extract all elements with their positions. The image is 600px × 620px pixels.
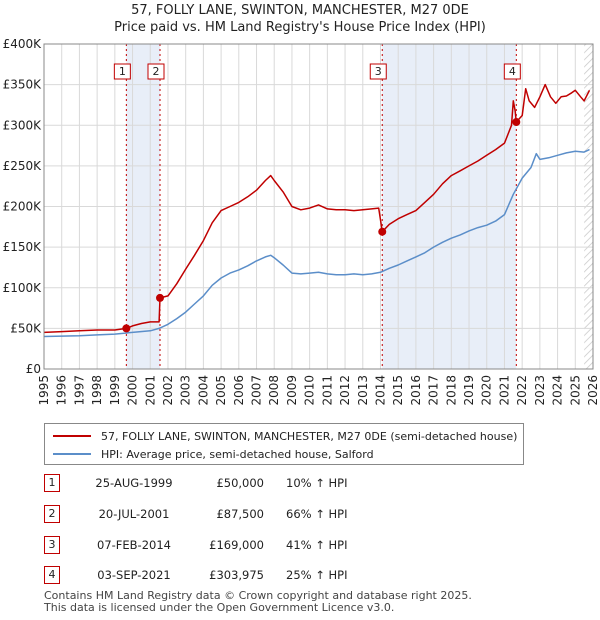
x-tick-label: 2006 [232, 375, 246, 406]
x-tick-label: 1999 [108, 375, 122, 406]
transaction-date: 20-JUL-2001 [98, 507, 170, 521]
x-tick-label: 2010 [303, 375, 317, 406]
transaction-price: £303,975 [209, 568, 264, 582]
x-tick-label: 2013 [356, 375, 370, 406]
sale-marker-number: 2 [152, 65, 159, 78]
transaction-hpi-change: 25% ↑ HPI [286, 568, 348, 582]
footer-line-copyright: Contains HM Land Registry data © Crown c… [44, 589, 472, 602]
x-tick-label: 2023 [533, 375, 547, 406]
sale-marker-box [369, 63, 387, 80]
transaction-number: 2 [44, 505, 60, 523]
x-tick-label: 2001 [143, 375, 157, 406]
y-tick-label: £0 [26, 362, 41, 376]
y-tick-label: £300K [3, 118, 43, 132]
y-tick-label: £350K [3, 78, 43, 92]
x-tick-label: 2018 [444, 375, 458, 406]
sale-point [122, 324, 131, 333]
sale-marker-label: 1 [113, 63, 131, 80]
x-tick-label: 2017 [427, 375, 441, 406]
x-tick-label: 2011 [320, 375, 334, 406]
x-tick-label: 1995 [37, 375, 51, 406]
transaction-price: £50,000 [216, 476, 264, 490]
legend-entry-property: 57, FOLLY LANE, SWINTON, MANCHESTER, M27… [53, 427, 517, 445]
series-line-hpi [43, 148, 590, 338]
chart-legend: 57, FOLLY LANE, SWINTON, MANCHESTER, M27… [44, 423, 524, 465]
legend-swatch-property [53, 435, 91, 437]
sale-point [378, 227, 387, 236]
y-tick-label: £400K [3, 37, 43, 51]
sale-point [155, 293, 164, 302]
transaction-hpi-change: 66% ↑ HPI [286, 507, 348, 521]
plot-frame [43, 43, 594, 370]
legend-entry-hpi: HPI: Average price, semi-detached house,… [53, 445, 374, 463]
transaction-price: £169,000 [209, 538, 264, 552]
x-tick-label: 2014 [373, 375, 387, 406]
x-tick-label: 2012 [338, 375, 352, 406]
y-tick-label: £250K [3, 159, 43, 173]
x-tick-label: 2025 [568, 375, 582, 406]
chart-title: 57, FOLLY LANE, SWINTON, MANCHESTER, M27… [131, 3, 469, 18]
y-tick-label: £200K [3, 200, 43, 214]
sale-marker-number: 4 [509, 65, 516, 78]
transaction-number: 4 [44, 566, 60, 584]
x-tick-label: 2003 [179, 375, 193, 406]
sale-marker-label: 4 [503, 63, 521, 80]
legend-label-property: 57, FOLLY LANE, SWINTON, MANCHESTER, M27… [101, 429, 518, 443]
x-tick-label: 2020 [480, 375, 494, 406]
transaction-price: £87,500 [216, 507, 264, 521]
chart-subtitle: Price paid vs. HM Land Registry's House … [114, 20, 486, 35]
transaction-number: 3 [44, 536, 60, 554]
transaction-date: 07-FEB-2014 [97, 538, 171, 552]
x-tick-label: 2000 [126, 375, 140, 406]
sale-marker-box [147, 63, 165, 80]
sale-marker-number: 1 [119, 65, 126, 78]
x-tick-label: 2016 [409, 375, 423, 406]
x-tick-label: 2008 [267, 375, 281, 406]
sale-marker-number: 3 [375, 65, 382, 78]
x-tick-label: 2019 [462, 375, 476, 406]
x-tick-label: 2022 [515, 375, 529, 406]
x-tick-label: 2007 [250, 375, 264, 406]
series-line-property [43, 83, 591, 334]
sale-marker-box [113, 63, 131, 80]
transaction-hpi-change: 10% ↑ HPI [286, 476, 348, 490]
y-tick-label: £150K [3, 240, 43, 254]
sale-marker-label: 3 [369, 63, 387, 80]
y-tick-label: £50K [10, 321, 42, 335]
legend-swatch-hpi [53, 453, 91, 455]
sale-point [512, 118, 521, 127]
sale-marker-box [503, 63, 521, 80]
x-tick-label: 1998 [90, 375, 104, 406]
footer-line-licence: This data is licensed under the Open Gov… [44, 601, 395, 614]
legend-label-hpi: HPI: Average price, semi-detached house,… [101, 447, 374, 461]
x-tick-label: 2002 [161, 375, 175, 406]
transaction-date: 03-SEP-2021 [97, 568, 171, 582]
x-tick-label: 2004 [196, 375, 210, 406]
y-tick-label: £100K [3, 281, 43, 295]
transaction-number: 1 [44, 474, 60, 492]
x-tick-label: 2009 [285, 375, 299, 406]
transaction-date: 25-AUG-1999 [95, 476, 173, 490]
x-tick-label: 1996 [55, 375, 69, 406]
x-tick-label: 2026 [586, 375, 600, 406]
x-tick-label: 2024 [551, 375, 565, 406]
x-tick-label: 1997 [72, 375, 86, 406]
price-chart: 57, FOLLY LANE, SWINTON, MANCHESTER, M27… [3, 3, 600, 406]
x-tick-label: 2021 [497, 375, 511, 406]
footer-attribution: Contains HM Land Registry data © Crown c… [44, 590, 472, 614]
sale-marker-label: 2 [147, 63, 165, 80]
transaction-hpi-change: 41% ↑ HPI [286, 538, 348, 552]
x-tick-label: 2005 [214, 375, 228, 406]
x-tick-label: 2015 [391, 375, 405, 406]
